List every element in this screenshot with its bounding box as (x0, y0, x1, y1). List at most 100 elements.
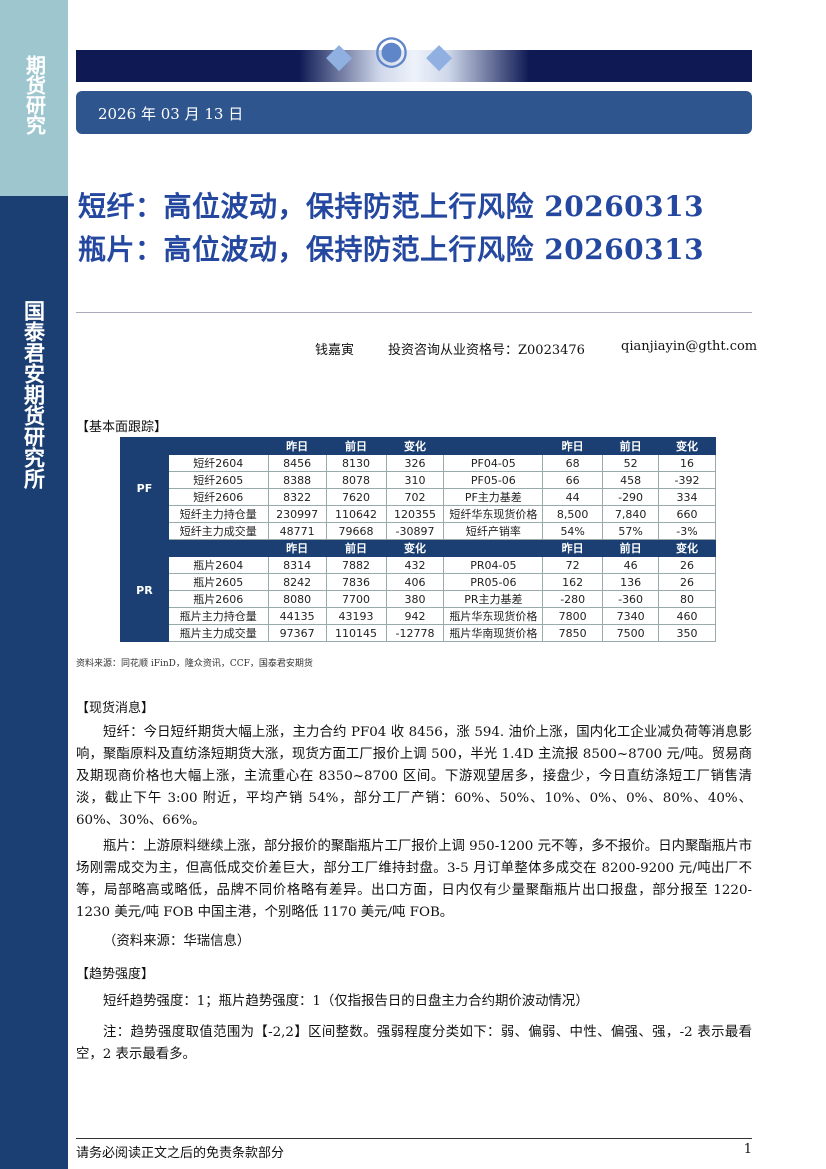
sidebar-top (0, 0, 68, 196)
spot-heading: 【现货消息】 (76, 701, 155, 716)
table-cell: -360 (602, 590, 660, 608)
page-number: 1 (743, 1142, 752, 1157)
table-cell: 7620 (325, 488, 387, 506)
trend-heading: 【趋势强度】 (76, 967, 155, 982)
table-cell: 72 (542, 556, 604, 574)
column-header: 昨日 (542, 539, 604, 557)
table-cell: 26 (658, 573, 716, 591)
header-blank (443, 437, 544, 455)
footer: 请务必阅读正文之后的免责条款部分 1 (76, 1142, 752, 1161)
table-cell: 7,840 (602, 505, 660, 523)
footer-disclaimer: 请务必阅读正文之后的免责条款部分 (76, 1146, 285, 1161)
column-header: 昨日 (267, 539, 327, 557)
table-row: 短纤主力成交量 48771 79668 -30897 短纤产销率 54% 57% -3% (121, 522, 716, 540)
table-cell: 8388 (267, 471, 327, 489)
table-cell: 短纤主力成交量 (167, 522, 269, 540)
table-cell: 162 (542, 573, 604, 591)
column-header: 昨日 (267, 437, 327, 455)
table-cell: 短纤2604 (167, 454, 269, 472)
table-cell: -280 (542, 590, 604, 608)
table-cell: 110642 (325, 505, 387, 523)
table-cell: -30897 (385, 522, 445, 540)
table-cell: 瓶片华南现货价格 (443, 624, 544, 642)
table-cell: 7500 (602, 624, 660, 642)
table-cell: 瓶片2604 (167, 556, 269, 574)
header-blank (167, 437, 269, 455)
table-cell: 8,500 (542, 505, 604, 523)
table-cell: 8078 (325, 471, 387, 489)
table-header-row: PR 昨日 前日 变化 昨日 前日 变化 (120, 539, 716, 642)
table-cell: 79668 (325, 522, 387, 540)
table-cell: 68 (542, 454, 604, 472)
table-cell: 短纤2606 (167, 488, 269, 506)
table-cell: 334 (658, 488, 716, 506)
table-cell: PF04-05 (443, 454, 544, 472)
column-header: 前日 (325, 437, 387, 455)
table-cell: 942 (385, 607, 445, 625)
divider (76, 312, 752, 313)
diamond-icon: ◉ (374, 27, 409, 73)
trend-note: 注：趋势强度取值范围为【-2,2】区间整数。强弱程度分类如下：弱、偏弱、中性、偏… (76, 1025, 752, 1062)
header-blank (443, 539, 544, 557)
table-cell: 48771 (267, 522, 327, 540)
table-cell: 7882 (325, 556, 387, 574)
table-cell: 52 (602, 454, 660, 472)
table-cell: 406 (385, 573, 445, 591)
table-cell: 瓶片2605 (167, 573, 269, 591)
column-header: 前日 (325, 539, 387, 557)
footer-divider (76, 1138, 752, 1139)
table-cell: -392 (658, 471, 716, 489)
table-cell: 16 (658, 454, 716, 472)
table-cell: 350 (658, 624, 716, 642)
table-cell: 54% (542, 522, 604, 540)
author-name: 钱嘉寅 (315, 343, 355, 358)
author-license: 投资咨询从业资格号：Z0023476 (388, 343, 585, 358)
fundamentals-table: PF 昨日 前日 变化 昨日 前日 变化 短纤2604 8456 8130 326 PF04-05 68… (120, 437, 716, 642)
table-cell: 7700 (325, 590, 387, 608)
table-cell: 326 (385, 454, 445, 472)
table-cell: 46 (602, 556, 660, 574)
table-row: 瓶片2606 8080 7700 380 PR主力基差 -280 -360 80 (121, 590, 716, 608)
table-row: 瓶片2604 8314 7882 432 PR04-05 72 46 26 (121, 556, 716, 574)
spot-pf-paragraph: 短纤：今日短纤期货大幅上涨，主力合约 PF04 收 8456，涨 594. 油价… (76, 725, 752, 828)
table-row: 短纤2606 8322 7620 702 PF主力基差 44 -290 334 (121, 488, 716, 506)
table-cell: 8080 (267, 590, 327, 608)
table-cell: PF主力基差 (443, 488, 544, 506)
table-cell: PF05-06 (443, 471, 544, 489)
diamond-icon: ◆ (426, 36, 453, 76)
table-cell: 57% (602, 522, 660, 540)
table-cell: 短纤2605 (167, 471, 269, 489)
table-cell: 44 (542, 488, 604, 506)
trend-text: 短纤趋势强度：1；瓶片趋势强度：1（仅指报告日的日盘主力合约期价波动情况） (103, 994, 589, 1009)
table-cell: 97367 (267, 624, 327, 642)
table-cell: 短纤主力持仓量 (167, 505, 269, 523)
column-header: 前日 (602, 437, 660, 455)
table-cell: 80 (658, 590, 716, 608)
table-cell: 8130 (325, 454, 387, 472)
column-header: 变化 (385, 437, 445, 455)
report-date: 2026 年 03 月 13 日 (76, 91, 752, 134)
table-cell: 458 (602, 471, 660, 489)
table-cell: 110145 (325, 624, 387, 642)
table-cell: 7850 (542, 624, 604, 642)
table-cell: 8242 (267, 573, 327, 591)
table-cell: 43193 (325, 607, 387, 625)
table-cell: 7836 (325, 573, 387, 591)
table-cell: -290 (602, 488, 660, 506)
table-cell: 136 (602, 573, 660, 591)
author-email[interactable]: qianjiayin@gtht.com (621, 339, 758, 354)
table-row: 短纤主力持仓量 230997 110642 120355 短纤华东现货价格 8,500 7,… (121, 505, 716, 523)
header-banner: ◆ ◉ ◆ (76, 30, 752, 82)
table-cell: 460 (658, 607, 716, 625)
table-cell: 8322 (267, 488, 327, 506)
table-cell: 瓶片2606 (167, 590, 269, 608)
table-cell: 432 (385, 556, 445, 574)
table-cell: 短纤华东现货价格 (443, 505, 544, 523)
table-cell: 8456 (267, 454, 327, 472)
table-cell: 瓶片主力成交量 (167, 624, 269, 642)
table-cell: 8314 (267, 556, 327, 574)
header-blank (167, 539, 269, 557)
diamond-icon: ◆ (326, 36, 353, 76)
table-cell: 7340 (602, 607, 660, 625)
sidebar-bottom (0, 196, 68, 1169)
